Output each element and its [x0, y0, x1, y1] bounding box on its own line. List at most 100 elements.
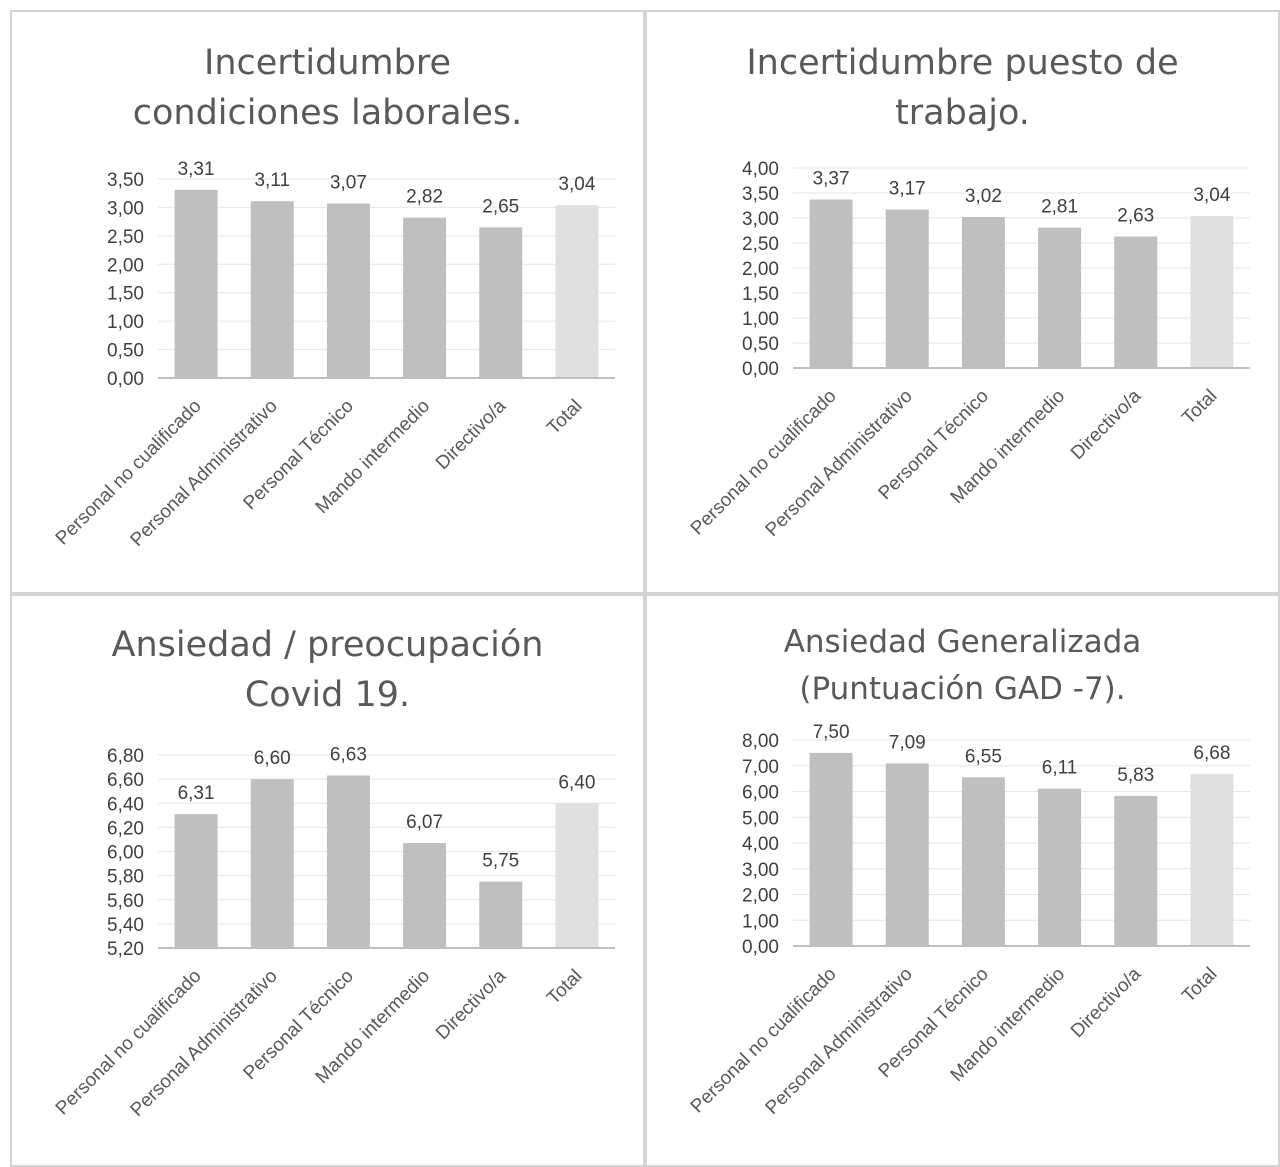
y-tick-label: 5,20 — [107, 939, 144, 960]
y-tick-label: 2,50 — [742, 234, 779, 255]
bar-directivo-a — [1114, 236, 1158, 368]
data-label: 2,81 — [1041, 197, 1078, 218]
data-label: 3,17 — [889, 179, 926, 200]
bar-personal-administrativo — [250, 201, 294, 378]
y-tick-label: 1,00 — [742, 309, 779, 330]
y-tick-label: 1,00 — [742, 911, 779, 932]
bar-total — [555, 205, 599, 378]
data-label: 3,02 — [965, 186, 1002, 207]
y-tick-label: 3,00 — [742, 209, 779, 230]
y-tick-label: 0,00 — [742, 359, 779, 380]
bar-personal-tecnico — [961, 217, 1005, 368]
category-label: Personal Administrativo — [127, 966, 282, 1121]
y-tick-label: 1,50 — [742, 284, 779, 305]
data-label: 6,60 — [254, 748, 291, 769]
chart-title-line: trabajo. — [895, 93, 1030, 133]
category-label: Personal Administrativo — [762, 964, 917, 1119]
y-tick-label: 5,80 — [107, 867, 144, 888]
y-tick-label: 6,00 — [742, 783, 779, 804]
bar-total — [555, 803, 599, 948]
y-tick-label: 0,50 — [107, 341, 144, 362]
y-tick-label: 6,60 — [107, 770, 144, 791]
bar-mando-intermedio — [1038, 788, 1082, 946]
data-label: 3,07 — [330, 172, 367, 193]
category-label: Personal no cualificado — [687, 386, 841, 540]
category-label: Personal no cualificado — [687, 964, 841, 1118]
data-label: 6,07 — [406, 812, 443, 833]
category-label: Directivo/a — [1067, 963, 1146, 1042]
chart-panel-incertidumbre-puesto: Incertidumbre puesto de trabajo. 0,00 0,50 1… — [645, 10, 1280, 594]
y-tick-label: 6,80 — [107, 746, 144, 767]
bar-personal-no-cualificado — [809, 199, 853, 368]
bar-mando-intermedio — [403, 217, 447, 378]
bar-personal-no-cualificado — [174, 814, 218, 948]
bar-directivo-a — [1114, 795, 1158, 946]
data-label: 6,31 — [178, 783, 215, 804]
bar-personal-no-cualificado — [809, 752, 853, 946]
chart-panel-incertidumbre-condiciones: Incertidumbre condiciones laborales. 0,00 0… — [10, 10, 645, 594]
category-label: Directivo/a — [432, 395, 511, 474]
y-tick-label: 4,00 — [742, 159, 779, 180]
data-label: 3,31 — [178, 159, 215, 180]
chart-ansiedad-generalizada: Ansiedad Generalizada (Puntuación GAD -7)… — [687, 624, 1250, 1119]
category-label: Personal Administrativo — [127, 396, 282, 551]
data-label: 3,11 — [254, 170, 290, 191]
data-label: 7,50 — [813, 722, 850, 743]
data-label: 3,37 — [813, 169, 850, 190]
y-tick-label: 1,50 — [107, 284, 144, 305]
y-tick-label: 6,40 — [107, 794, 144, 815]
chart-puesto-trabajo: Incertidumbre puesto de trabajo. 0,00 0,50 1… — [687, 43, 1250, 541]
y-tick-label: 3,00 — [107, 198, 144, 219]
y-tick-label: 2,50 — [107, 227, 144, 248]
data-label: 7,09 — [889, 732, 926, 753]
chart-title-line: Incertidumbre puesto de — [746, 43, 1178, 83]
bar-personal-tecnico — [961, 777, 1005, 946]
y-tick-label: 4,00 — [742, 834, 779, 855]
bar-personal-no-cualificado — [174, 189, 218, 378]
category-label: Personal Administrativo — [762, 386, 917, 541]
data-label: 3,04 — [1193, 185, 1230, 206]
bar-personal-administrativo — [885, 209, 929, 368]
chart-ansiedad-covid: Ansiedad / preocupación Covid 19. 5,20 5,40… — [52, 625, 615, 1121]
y-tick-label: 6,00 — [107, 843, 144, 864]
category-label: Total — [1178, 964, 1221, 1007]
bar-mando-intermedio — [1038, 227, 1082, 368]
data-label: 5,83 — [1117, 765, 1154, 786]
y-tick-label: 0,50 — [742, 334, 779, 355]
bar-personal-administrativo — [885, 763, 929, 946]
chart-title-line: Covid 19. — [245, 675, 410, 715]
data-label: 6,68 — [1193, 743, 1230, 764]
bar-directivo-a — [479, 227, 523, 378]
category-label: Personal no cualificado — [52, 396, 206, 550]
y-tick-label: 2,00 — [742, 259, 779, 280]
category-label: Personal no cualificado — [52, 966, 206, 1120]
y-tick-label: 5,40 — [107, 915, 144, 936]
chart-title-line: (Puntuación GAD -7). — [799, 671, 1125, 707]
category-label: Total — [1178, 386, 1221, 429]
chart-title-line: condiciones laborales. — [133, 93, 523, 133]
y-tick-label: 7,00 — [742, 757, 779, 778]
data-label: 5,75 — [482, 851, 519, 872]
category-label: Directivo/a — [1067, 385, 1146, 464]
y-tick-label: 0,00 — [742, 937, 779, 958]
y-tick-label: 3,50 — [107, 170, 144, 191]
chart-title-line: Ansiedad Generalizada — [784, 624, 1142, 660]
y-tick-label: 3,00 — [742, 860, 779, 881]
bar-personal-tecnico — [326, 775, 370, 948]
bar-total — [1190, 773, 1234, 946]
data-label: 3,04 — [558, 174, 595, 195]
y-tick-label: 5,60 — [107, 891, 144, 912]
y-tick-label: 2,00 — [107, 255, 144, 276]
bar-mando-intermedio — [403, 843, 447, 948]
y-tick-label: 2,00 — [742, 886, 779, 907]
y-tick-label: 0,00 — [107, 369, 144, 390]
chart-panel-ansiedad-covid: Ansiedad / preocupación Covid 19. 5,20 5,40… — [10, 594, 645, 1167]
data-label: 2,82 — [406, 187, 443, 208]
y-tick-label: 5,00 — [742, 808, 779, 829]
category-label: Directivo/a — [432, 965, 511, 1044]
data-label: 6,40 — [558, 772, 595, 793]
chart-panel-ansiedad-generalizada: Ansiedad Generalizada (Puntuación GAD -7)… — [645, 594, 1280, 1167]
bar-total — [1190, 216, 1234, 368]
data-label: 6,11 — [1042, 758, 1078, 779]
data-label: 6,63 — [330, 745, 367, 766]
